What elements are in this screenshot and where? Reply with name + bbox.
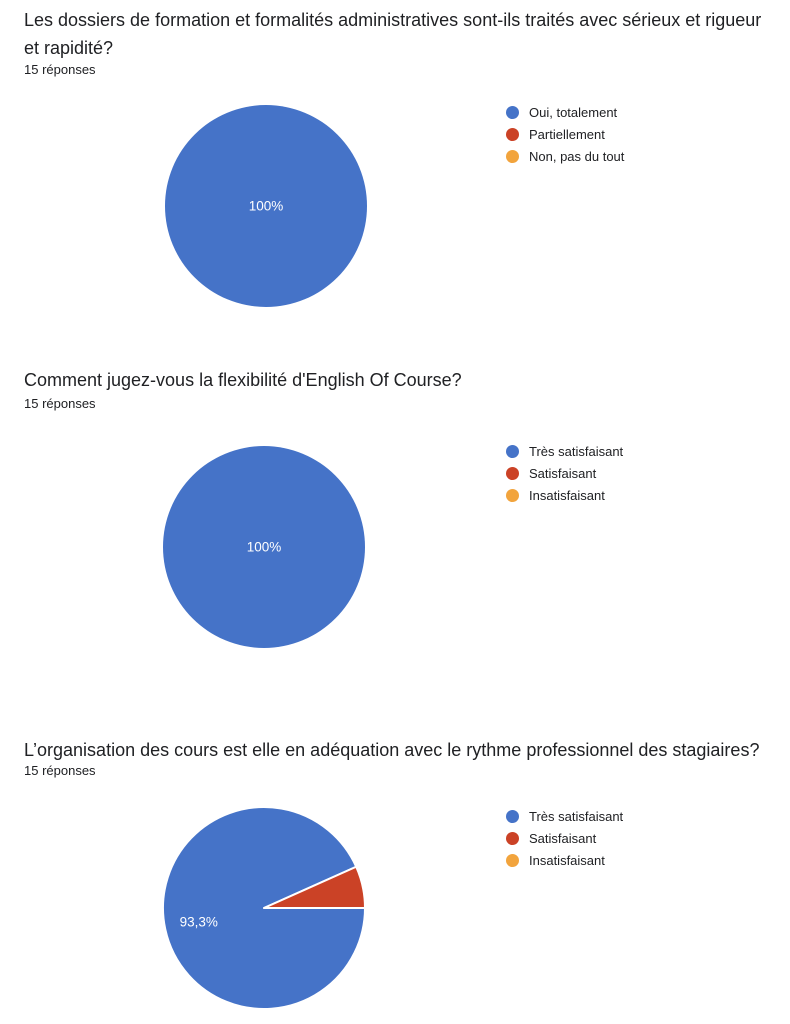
question-block-3: L’organisation des cours est elle en adé…: [0, 730, 790, 1024]
pie-slice-label: 100%: [249, 199, 284, 214]
legend-label: Insatisfaisant: [529, 852, 605, 868]
pie-chart[interactable]: 100%: [159, 442, 369, 652]
pie-chart[interactable]: 93,3%: [159, 803, 369, 1013]
legend-dot: [506, 466, 519, 480]
legend-label: Partiellement: [529, 126, 605, 142]
legend-dot: [506, 831, 519, 845]
legend-dot: [506, 809, 519, 823]
legend-item: Partiellement: [506, 123, 624, 145]
chart-legend: Très satisfaisant Satisfaisant Insatisfa…: [506, 440, 623, 506]
legend-label: Non, pas du tout: [529, 148, 625, 164]
legend-item: Satisfaisant: [506, 827, 623, 849]
legend-label: Satisfaisant: [529, 830, 597, 846]
response-count: 15 réponses: [24, 396, 96, 411]
response-count: 15 réponses: [24, 62, 96, 77]
legend-dot: [506, 444, 519, 458]
question-block-1: Les dossiers de formation et formalités …: [0, 0, 790, 360]
pie-slice[interactable]: [263, 865, 366, 909]
pie-slice-label: 93,3%: [180, 914, 218, 929]
pie-chart[interactable]: 100%: [161, 101, 371, 311]
chart-legend: Très satisfaisant Satisfaisant Insatisfa…: [506, 805, 623, 871]
legend-label: Satisfaisant: [529, 465, 597, 481]
legend-item: Insatisfaisant: [506, 849, 623, 871]
pie-chart-svg[interactable]: 93,3%: [159, 803, 369, 1013]
question-title: Comment jugez-vous la flexibilité d'Engl…: [24, 370, 462, 390]
legend-item: Non, pas du tout: [506, 145, 624, 167]
question-block-2: Comment jugez-vous la flexibilité d'Engl…: [0, 360, 790, 730]
legend-dot: [506, 105, 519, 119]
legend-dot: [506, 853, 519, 867]
legend-label: Oui, totalement: [529, 104, 618, 120]
pie-chart-svg[interactable]: 100%: [161, 101, 371, 311]
pie-slice[interactable]: [163, 446, 365, 648]
legend-label: Très satisfaisant: [529, 443, 624, 459]
response-count: 15 réponses: [24, 763, 96, 778]
legend-label: Très satisfaisant: [529, 808, 624, 824]
legend-dot: [506, 127, 519, 141]
legend-item: Oui, totalement: [506, 101, 624, 123]
question-title: L’organisation des cours est elle en adé…: [24, 740, 760, 760]
legend-dot: [506, 149, 519, 163]
chart-legend: Oui, totalement Partiellement Non, pas d…: [506, 101, 624, 167]
question-title: Les dossiers de formation et formalités …: [24, 10, 762, 58]
legend-item: Insatisfaisant: [506, 484, 623, 506]
legend-item: Très satisfaisant: [506, 805, 623, 827]
legend-item: Satisfaisant: [506, 462, 623, 484]
legend-label: Insatisfaisant: [529, 487, 605, 503]
legend-dot: [506, 488, 519, 502]
pie-chart-svg[interactable]: 100%: [159, 442, 369, 652]
legend-item: Très satisfaisant: [506, 440, 623, 462]
pie-slice-label: 100%: [247, 540, 282, 555]
pie-slice[interactable]: [165, 105, 367, 307]
